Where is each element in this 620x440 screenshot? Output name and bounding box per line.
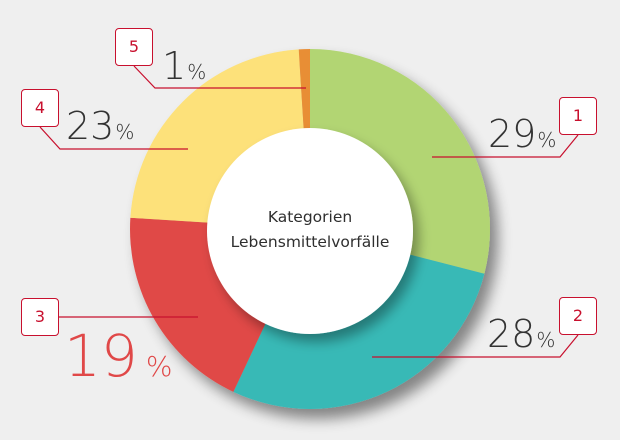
chart-title: Kategorien Lebensmittelvorfälle (210, 205, 410, 255)
callout-badge-1: 1 (559, 97, 597, 135)
callout-badge-5: 5 (115, 28, 153, 66)
callout-badge-3: 3 (21, 298, 59, 336)
callout-line-1 (432, 134, 579, 158)
percent-sign: % (115, 120, 135, 144)
slice-value-number: 19 (64, 322, 138, 390)
callout-line-4 (39, 126, 188, 150)
slice-value-2: 28% (487, 312, 555, 356)
percent-sign: % (536, 328, 556, 352)
slice-value-1: 29% (488, 112, 556, 156)
slice-value-5: 1% (162, 44, 206, 88)
slice-value-3: 19% (64, 322, 172, 390)
callout-badge-2: 2 (559, 297, 597, 335)
callout-lines (39, 65, 579, 358)
slice-value-number: 23 (66, 104, 115, 148)
callout-line-2 (372, 334, 579, 358)
slice-value-number: 29 (488, 112, 537, 156)
slice-value-number: 1 (162, 44, 187, 88)
slice-value-4: 23% (66, 104, 134, 148)
chart-title-line-1: Kategorien (267, 208, 353, 226)
callout-badge-4: 4 (21, 89, 59, 127)
percent-sign: % (145, 350, 173, 383)
percent-sign: % (187, 60, 207, 84)
callout-line-5 (133, 65, 306, 89)
slice-value-number: 28 (487, 312, 536, 356)
chart-title-line-2: Lebensmittelvorfälle (230, 233, 390, 251)
percent-sign: % (537, 128, 557, 152)
donut-center (207, 128, 413, 334)
